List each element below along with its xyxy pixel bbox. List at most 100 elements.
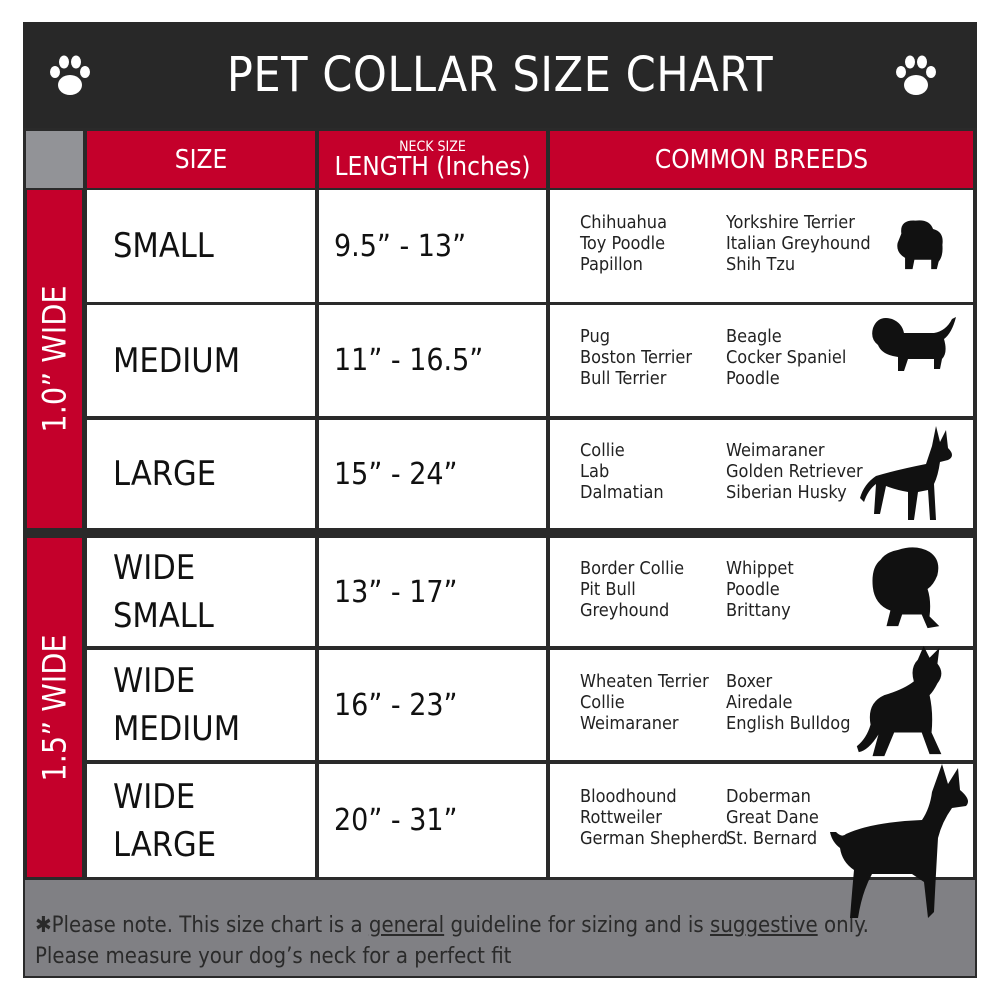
breeds-column-1: Border Collie Pit Bull Greyhound [580, 558, 684, 621]
size-label: LARGE [113, 454, 217, 494]
breed-name: Rottweiler [580, 807, 662, 828]
breed-name: Toy Poodle [580, 232, 666, 254]
length-cell: 11” - 16.5” [319, 305, 546, 416]
breeds-column-2: Whippet Poodle Brittany [726, 558, 794, 621]
breed-name: Poodle [726, 368, 780, 389]
small-dog-silhouette-icon [892, 214, 948, 276]
size-label: WIDE LARGE [113, 776, 217, 865]
size-cell: WIDE LARGE [87, 764, 315, 877]
breed-name: Poodle [726, 578, 780, 600]
length-value: 20” - 31” [334, 803, 458, 838]
breed-name: Beagle [726, 326, 782, 347]
breeds-column-1: Chihuahua Toy Poodle Papillon [580, 212, 667, 275]
breed-name: Whippet [726, 557, 794, 579]
breeds-column-1: Wheaten Terrier Collie Weimaraner [580, 671, 709, 734]
header-neck-size-label: NECK SIZE [399, 138, 466, 155]
paw-print-icon [50, 55, 90, 95]
breed-name: Greyhound [580, 599, 670, 621]
length-cell: 9.5” - 13” [319, 190, 546, 302]
length-cell: 13” - 17” [319, 538, 546, 646]
breed-name: Italian Greyhound [726, 232, 871, 254]
doberman-silhouette-icon [812, 762, 972, 926]
breed-name: Doberman [726, 786, 811, 807]
group-label: 1.0” WIDE [35, 285, 74, 433]
group-label: 1.5” WIDE [35, 633, 74, 782]
size-cell: SMALL [87, 190, 315, 302]
footer-text: guideline for sizing and is [444, 913, 711, 938]
size-label: WIDE MEDIUM [113, 661, 241, 749]
length-cell: 16” - 23” [319, 650, 546, 760]
group-band-1in: 1.0” WIDE [27, 190, 82, 528]
breed-name: Golden Retriever [726, 460, 863, 482]
breed-name: English Bulldog [726, 712, 851, 734]
footer-line-2: Please measure your dog’s neck for a per… [35, 944, 512, 969]
header-size: SIZE [87, 131, 315, 188]
breed-name: Papillon [580, 253, 643, 275]
large-dog-silhouette-icon [856, 424, 956, 528]
breed-name: Boxer [726, 670, 773, 692]
breed-name: Chihuahua [580, 211, 667, 233]
size-cell: WIDE MEDIUM [87, 650, 315, 760]
header-corner [26, 131, 83, 188]
breed-name: Airedale [726, 691, 793, 713]
footer-underline-general: general [368, 913, 445, 938]
bulldog-silhouette-icon [868, 546, 948, 638]
length-cell: 20” - 31” [319, 764, 546, 877]
breed-name: German Shepherd [580, 828, 728, 849]
size-label: WIDE SMALL [113, 548, 214, 636]
breed-name: Weimaraner [726, 439, 825, 461]
breed-name: Cocker Spaniel [726, 347, 847, 368]
group-band-1-5in: 1.5” WIDE [27, 538, 82, 877]
breed-name: Bloodhound [580, 786, 677, 807]
header-breeds-label: COMMON BREEDS [654, 144, 869, 175]
medium-dog-silhouette-icon [868, 312, 958, 378]
breeds-column-2: Doberman Great Dane St. Bernard [726, 786, 819, 849]
breeds-column-1: Bloodhound Rottweiler German Shepherd [580, 786, 728, 849]
header-length: NECK SIZE LENGTH (Inches) [319, 131, 546, 188]
breeds-column-1: Collie Lab Dalmatian [580, 440, 664, 503]
breed-name: Great Dane [726, 807, 819, 828]
length-value: 13” - 17” [334, 574, 458, 610]
breed-name: Weimaraner [580, 712, 679, 734]
page-title: PET COLLAR SIZE CHART [226, 47, 774, 103]
breed-name: Pug [580, 326, 610, 347]
breed-name: St. Bernard [726, 828, 818, 849]
header-breeds: COMMON BREEDS [550, 131, 973, 188]
breed-name: Brittany [726, 599, 791, 621]
length-cell: 15” - 24” [319, 420, 546, 528]
breed-name: Collie [580, 439, 625, 461]
length-value: 9.5” - 13” [334, 228, 467, 264]
header-length-label: LENGTH (Inches) [334, 151, 531, 182]
breed-name: Boston Terrier [580, 347, 693, 368]
footer-note: ✱Please note. This size chart is a gener… [25, 880, 975, 976]
breed-name: Collie [580, 691, 625, 713]
breeds-column-2: Weimaraner Golden Retriever Siberian Husky [726, 440, 863, 503]
footer-text: ✱Please note. This size chart is a [35, 913, 369, 938]
breed-name: Lab [580, 460, 610, 482]
size-cell: MEDIUM [87, 305, 315, 416]
footer-text: only. [817, 913, 869, 938]
breeds-column-2: Boxer Airedale English Bulldog [726, 671, 850, 734]
breed-name: Wheaten Terrier [580, 670, 709, 692]
breed-name: Pit Bull [580, 578, 636, 600]
footer-line-1: ✱Please note. This size chart is a gener… [35, 910, 975, 941]
paw-print-icon [896, 55, 936, 95]
breeds-cell: Chihuahua Toy Poodle Papillon Yorkshire Ter… [550, 190, 973, 302]
length-value: 15” - 24” [334, 456, 458, 492]
breed-name: Siberian Husky [726, 481, 847, 503]
length-value: 11” - 16.5” [334, 343, 484, 378]
breed-name: Border Collie [580, 557, 685, 579]
breed-name: Bull Terrier [580, 368, 667, 389]
size-label: SMALL [113, 226, 214, 266]
size-cell: LARGE [87, 420, 315, 528]
breeds-column-2: Yorkshire Terrier Italian Greyhound Shih T… [726, 212, 871, 275]
breed-name: Yorkshire Terrier [726, 211, 855, 233]
breed-name: Shih Tzu [726, 253, 796, 275]
breeds-column-1: Pug Boston Terrier Bull Terrier [580, 326, 692, 389]
breeds-column-2: Beagle Cocker Spaniel Poodle [726, 326, 846, 389]
title-bar: PET COLLAR SIZE CHART [23, 22, 977, 128]
size-label: MEDIUM [113, 340, 241, 381]
size-cell: WIDE SMALL [87, 538, 315, 646]
pitbull-silhouette-icon [854, 644, 954, 766]
footer-underline-suggestive: suggestive [710, 913, 818, 938]
